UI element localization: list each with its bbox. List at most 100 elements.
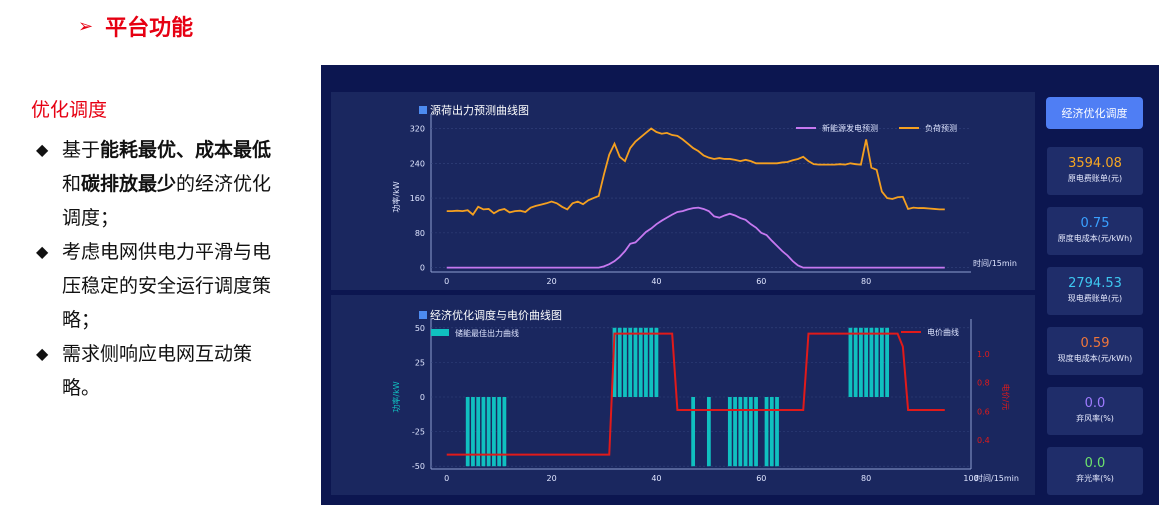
y-tick-label: -50 — [412, 462, 425, 471]
storage-bar — [654, 327, 659, 397]
feature-list: ◆ 基于能耗最优、成本最低和碳排放最少的经济优化调度； ◆ 考虑电网供电力平滑与电压稳… — [36, 133, 281, 405]
section-title: 优化调度 — [31, 99, 108, 121]
storage-bar — [874, 327, 879, 397]
storage-bar — [644, 327, 648, 397]
y2-tick-label: 0.6 — [977, 407, 990, 416]
storage-bar — [864, 327, 869, 397]
y-tick-label: 0 — [420, 393, 425, 402]
storage-bar — [727, 397, 732, 467]
feature-segment: 基于 — [62, 139, 101, 161]
storage-bar — [754, 397, 758, 467]
diamond-bullet-icon: ◆ — [36, 344, 49, 363]
feature-segment: 的经济优化调度； — [62, 173, 272, 229]
stat-label: 弃光率(%) — [1076, 474, 1114, 483]
stat-label: 原度电成本(元/kWh) — [1057, 234, 1133, 243]
x-axis-label: 时间/15min — [973, 258, 1017, 268]
storage-bar — [769, 397, 774, 467]
storage-bar — [853, 327, 858, 397]
feature-item: ◆ 需求侧响应电网互动策略。 — [36, 337, 281, 405]
x-tick-label: 0 — [444, 277, 449, 286]
forecast-chart: 0 80 160 240 320 0 20 40 60 80 时间/15min 功率/kW 新能源发电预… — [391, 114, 1017, 286]
stat-label: 现度电成本(元/kWh) — [1057, 354, 1133, 363]
storage-bar — [612, 327, 617, 397]
feature-text: 考虑电网供电力平滑与电压稳定的安全运行调度策略； — [62, 235, 281, 337]
storage-bar — [748, 397, 753, 467]
storage-bar — [481, 397, 486, 467]
stat-label: 原电费账单(元) — [1067, 174, 1123, 183]
storage-bar — [859, 327, 863, 397]
x-tick-label: 40 — [651, 474, 661, 483]
x-tick-label: 100 — [963, 474, 978, 483]
storage-bar — [628, 327, 633, 397]
storage-bar — [738, 397, 743, 467]
storage-bar — [879, 327, 884, 397]
storage-bar — [764, 397, 769, 467]
y2-tick-label: 0.4 — [977, 436, 990, 445]
feature-item: ◆ 考虑电网供电力平滑与电压稳定的安全运行调度策略； — [36, 235, 281, 337]
price-line — [446, 332, 945, 456]
stat-card: 0.0 弃风率(%) — [1047, 387, 1143, 435]
storage-bar — [502, 397, 507, 467]
stat-card: 3594.08 原电费账单(元) — [1047, 147, 1143, 195]
dispatch-panel: 经济优化调度与电价曲线图 -50 -25 0 25 50 0.4 0.6 0.8 1.0 0 20 4… — [331, 295, 1035, 495]
forecast-panel: 源荷出力预测曲线图 0 80 160 240 320 0 20 40 60 80 时间/15min 功… — [331, 92, 1035, 290]
stat-value: 2794.53 — [1068, 276, 1122, 291]
y-tick-label: 240 — [410, 159, 425, 168]
y-tick-label: 0 — [420, 264, 425, 273]
x-tick-label: 80 — [861, 277, 871, 286]
storage-bar — [633, 327, 638, 397]
storage-bar — [492, 397, 496, 467]
dispatch-chart-title: 经济优化调度与电价曲线图 — [419, 307, 562, 323]
stat-label: 现电费账单(元) — [1067, 294, 1123, 303]
storage-bar — [617, 327, 622, 397]
feature-segment: 考虑电网供电力平滑与电压稳定的安全运行调度策略； — [62, 241, 272, 331]
stat-value: 0.0 — [1084, 396, 1106, 411]
storage-bar — [733, 397, 737, 467]
x-tick-label: 80 — [861, 474, 871, 483]
arrow-bullet-icon: ➢ — [78, 15, 94, 37]
legend-label-storage: 储能最佳出力曲线 — [455, 328, 519, 338]
storage-bar — [486, 397, 491, 467]
y-tick-label: -25 — [412, 428, 425, 437]
x-tick-label: 20 — [546, 474, 556, 483]
feature-highlight: 能耗最优、成本最低 — [100, 139, 272, 161]
y2-tick-label: 0.8 — [977, 379, 990, 388]
storage-bar — [471, 397, 475, 467]
forecast-chart-title: 源荷出力预测曲线图 — [419, 102, 529, 118]
stat-value: 0.59 — [1080, 336, 1110, 351]
x-axis-label: 时间/15min — [975, 473, 1019, 483]
y2-tick-label: 1.0 — [977, 350, 990, 359]
storage-bar — [743, 397, 748, 467]
legend-label-pv: 新能源发电预测 — [822, 123, 878, 133]
storage-bar — [885, 327, 890, 397]
x-tick-label: 20 — [546, 277, 556, 286]
stat-value: 3594.08 — [1068, 156, 1122, 171]
storage-bar — [476, 397, 481, 467]
legend-label-load: 负荷预测 — [925, 123, 957, 133]
stat-card: 2794.53 现电费账单(元) — [1047, 267, 1143, 315]
series-line-load — [446, 127, 945, 216]
page-heading: ➢ 平台功能 — [78, 10, 193, 42]
storage-bar — [623, 327, 627, 397]
diamond-bullet-icon: ◆ — [36, 140, 49, 159]
storage-bar — [848, 327, 853, 397]
stat-value: 0.75 — [1080, 216, 1110, 231]
title-marker-icon — [419, 311, 427, 319]
title-marker-icon — [419, 106, 427, 114]
dashboard: 源荷出力预测曲线图 0 80 160 240 320 0 20 40 60 80 时间/15min 功… — [321, 65, 1159, 505]
y-tick-label: 50 — [415, 324, 425, 333]
feature-segment: 和 — [62, 173, 82, 195]
y-axis-label: 功率/kW — [391, 181, 401, 212]
economic-dispatch-button[interactable]: 经济优化调度 — [1046, 97, 1143, 129]
y-tick-label: 25 — [415, 358, 425, 367]
legend-label-price: 电价曲线 — [927, 327, 959, 337]
stat-value: 0.0 — [1084, 456, 1106, 471]
x-tick-label: 0 — [444, 474, 449, 483]
series-line-pv — [446, 206, 945, 269]
diamond-bullet-icon: ◆ — [36, 242, 49, 261]
stat-card: 0.0 弃光率(%) — [1047, 447, 1143, 495]
stat-card: 0.75 原度电成本(元/kWh) — [1047, 207, 1143, 255]
legend-swatch-storage — [431, 329, 449, 336]
storage-bar — [465, 397, 470, 467]
storage-bar — [691, 397, 696, 467]
